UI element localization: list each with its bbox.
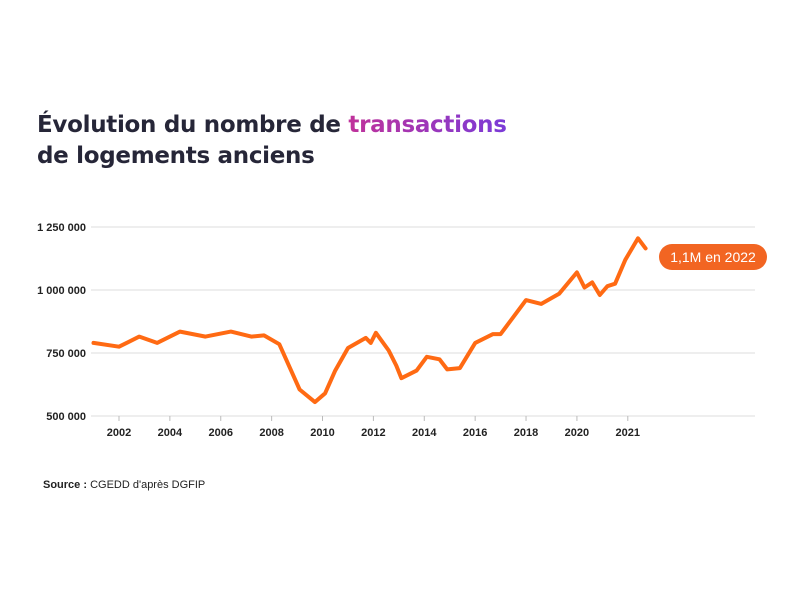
annotation-badge-label: 1,1M en 2022 xyxy=(670,249,756,265)
y-tick-label: 500 000 xyxy=(46,411,86,423)
x-tick-label: 2012 xyxy=(361,427,385,439)
y-tick-label: 750 000 xyxy=(46,348,86,360)
x-tick-label: 2016 xyxy=(463,427,487,439)
y-tick-label: 1 250 000 xyxy=(37,222,86,234)
chart-title: Évolution du nombre de transactions de l… xyxy=(37,110,507,172)
x-tick-label: 2014 xyxy=(412,427,437,439)
line-chart: 1 250 000 1 000 000 750 000 500 000 2002 2004… xyxy=(37,222,767,439)
x-tick-label: 2006 xyxy=(209,427,233,439)
x-tick-label: 2021 xyxy=(616,427,640,439)
x-tick-label: 2002 xyxy=(107,427,131,439)
x-tick-label: 2018 xyxy=(514,427,538,439)
source-label: Source : xyxy=(43,479,88,491)
y-tick-label: 1 000 000 xyxy=(37,285,86,297)
source-text: CGEDD d'après DGFIP xyxy=(87,479,206,491)
title-line2: de logements anciens xyxy=(37,143,315,169)
annotation-badge xyxy=(659,244,767,270)
series-line xyxy=(91,236,648,405)
title-line1-prefix: Évolution du nombre de xyxy=(37,112,349,138)
x-tick-label: 2004 xyxy=(158,427,183,439)
x-tick-label: 2008 xyxy=(259,427,283,439)
x-tick-label: 2020 xyxy=(565,427,589,439)
title-highlight: transactions xyxy=(348,112,507,138)
x-tick-label: 2010 xyxy=(310,427,334,439)
source-note: Source : CGEDD d'après DGFIP xyxy=(43,479,205,491)
